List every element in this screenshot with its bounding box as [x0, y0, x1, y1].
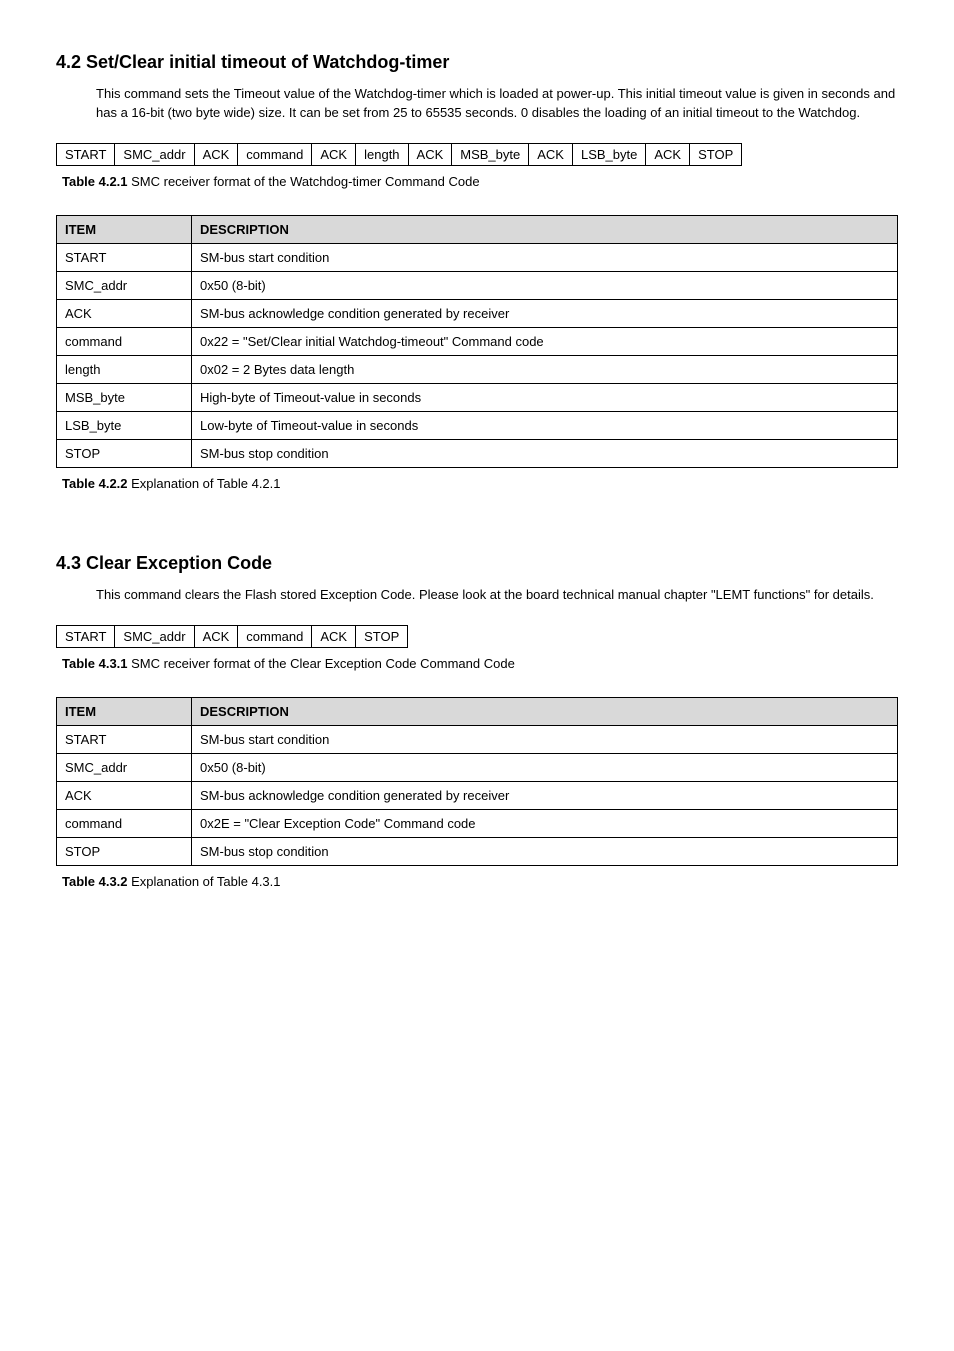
- desc-item: START: [57, 243, 192, 271]
- seq-cell: ACK: [194, 143, 238, 165]
- caption-text: Explanation of Table 4.3.1: [128, 874, 281, 889]
- seq-cell: ACK: [194, 625, 238, 647]
- seq-cell: STOP: [690, 143, 742, 165]
- seq-cell: SMC_addr: [115, 143, 194, 165]
- table-row: MSB_byte High-byte of Timeout-value in s…: [57, 383, 898, 411]
- caption-text: SMC receiver format of the Watchdog-time…: [128, 174, 480, 189]
- desc-text: Low-byte of Timeout-value in seconds: [192, 411, 898, 439]
- table-row: START SM-bus start condition: [57, 243, 898, 271]
- desc-item: command: [57, 809, 192, 837]
- desc-item: SMC_addr: [57, 753, 192, 781]
- desc-text: SM-bus acknowledge condition generated b…: [192, 781, 898, 809]
- table-row: ACK SM-bus acknowledge condition generat…: [57, 781, 898, 809]
- desc-header-desc: DESCRIPTION: [192, 697, 898, 725]
- desc-text: SM-bus stop condition: [192, 837, 898, 865]
- desc-text: SM-bus stop condition: [192, 439, 898, 467]
- table-row: SMC_addr 0x50 (8-bit): [57, 753, 898, 781]
- desc-text: SM-bus acknowledge condition generated b…: [192, 299, 898, 327]
- seq-cell: command: [238, 143, 312, 165]
- desc-text: High-byte of Timeout-value in seconds: [192, 383, 898, 411]
- desc-text: 0x50 (8-bit): [192, 271, 898, 299]
- section-4-2-body: This command sets the Timeout value of t…: [96, 85, 898, 123]
- seq-cell: START: [57, 625, 115, 647]
- desc-text: 0x2E = "Clear Exception Code" Command co…: [192, 809, 898, 837]
- caption-label: Table 4.2.2: [62, 476, 128, 491]
- desc-text: 0x02 = 2 Bytes data length: [192, 355, 898, 383]
- table-row: ACK SM-bus acknowledge condition generat…: [57, 299, 898, 327]
- seq-cell: START: [57, 143, 115, 165]
- section-4-3-heading: 4.3 Clear Exception Code: [56, 553, 898, 574]
- table-row: command 0x22 = "Set/Clear initial Watchd…: [57, 327, 898, 355]
- caption-label: Table 4.2.1: [62, 174, 128, 189]
- seq-cell: LSB_byte: [572, 143, 645, 165]
- table-row: START SM-bus start condition: [57, 725, 898, 753]
- table-row: LSB_byte Low-byte of Timeout-value in se…: [57, 411, 898, 439]
- table-row: STOP SM-bus stop condition: [57, 837, 898, 865]
- desc-item: STOP: [57, 837, 192, 865]
- desc-text: 0x22 = "Set/Clear initial Watchdog-timeo…: [192, 327, 898, 355]
- desc-item: ACK: [57, 781, 192, 809]
- seq-cell: length: [356, 143, 408, 165]
- desc-header-item: ITEM: [57, 215, 192, 243]
- table-row: SMC_addr 0x50 (8-bit): [57, 271, 898, 299]
- desc-item: STOP: [57, 439, 192, 467]
- desc-header-desc: DESCRIPTION: [192, 215, 898, 243]
- table-4-3-2-caption: Table 4.3.2 Explanation of Table 4.3.1: [62, 874, 898, 889]
- desc-text: SM-bus start condition: [192, 243, 898, 271]
- table-4-2-1-caption: Table 4.2.1 SMC receiver format of the W…: [62, 174, 898, 189]
- seq-cell: ACK: [646, 143, 690, 165]
- desc-item: ACK: [57, 299, 192, 327]
- desc-text: SM-bus start condition: [192, 725, 898, 753]
- caption-label: Table 4.3.1: [62, 656, 128, 671]
- section-4-3-body: This command clears the Flash stored Exc…: [96, 586, 898, 605]
- seq-cell: ACK: [408, 143, 452, 165]
- caption-text: SMC receiver format of the Clear Excepti…: [128, 656, 515, 671]
- seq-cell: MSB_byte: [452, 143, 529, 165]
- section-4-2-heading: 4.2 Set/Clear initial timeout of Watchdo…: [56, 52, 898, 73]
- table-4-2-1: START SMC_addr ACK command ACK length AC…: [56, 143, 742, 166]
- table-row: STOP SM-bus stop condition: [57, 439, 898, 467]
- seq-cell: STOP: [356, 625, 408, 647]
- table-4-2-2: ITEM DESCRIPTION START SM-bus start cond…: [56, 215, 898, 468]
- seq-cell: SMC_addr: [115, 625, 194, 647]
- document-page: 4.2 Set/Clear initial timeout of Watchdo…: [0, 0, 954, 975]
- desc-item: length: [57, 355, 192, 383]
- caption-text: Explanation of Table 4.2.1: [128, 476, 281, 491]
- table-row: length 0x02 = 2 Bytes data length: [57, 355, 898, 383]
- table-4-3-1: START SMC_addr ACK command ACK STOP: [56, 625, 408, 648]
- caption-label: Table 4.3.2: [62, 874, 128, 889]
- seq-cell: command: [238, 625, 312, 647]
- desc-text: 0x50 (8-bit): [192, 753, 898, 781]
- desc-item: LSB_byte: [57, 411, 192, 439]
- desc-header-item: ITEM: [57, 697, 192, 725]
- desc-item: SMC_addr: [57, 271, 192, 299]
- desc-item: command: [57, 327, 192, 355]
- desc-item: START: [57, 725, 192, 753]
- seq-cell: ACK: [312, 143, 356, 165]
- seq-cell: ACK: [312, 625, 356, 647]
- seq-cell: ACK: [529, 143, 573, 165]
- table-4-3-2: ITEM DESCRIPTION START SM-bus start cond…: [56, 697, 898, 866]
- desc-item: MSB_byte: [57, 383, 192, 411]
- table-row: command 0x2E = "Clear Exception Code" Co…: [57, 809, 898, 837]
- table-4-3-1-caption: Table 4.3.1 SMC receiver format of the C…: [62, 656, 898, 671]
- table-4-2-2-caption: Table 4.2.2 Explanation of Table 4.2.1: [62, 476, 898, 491]
